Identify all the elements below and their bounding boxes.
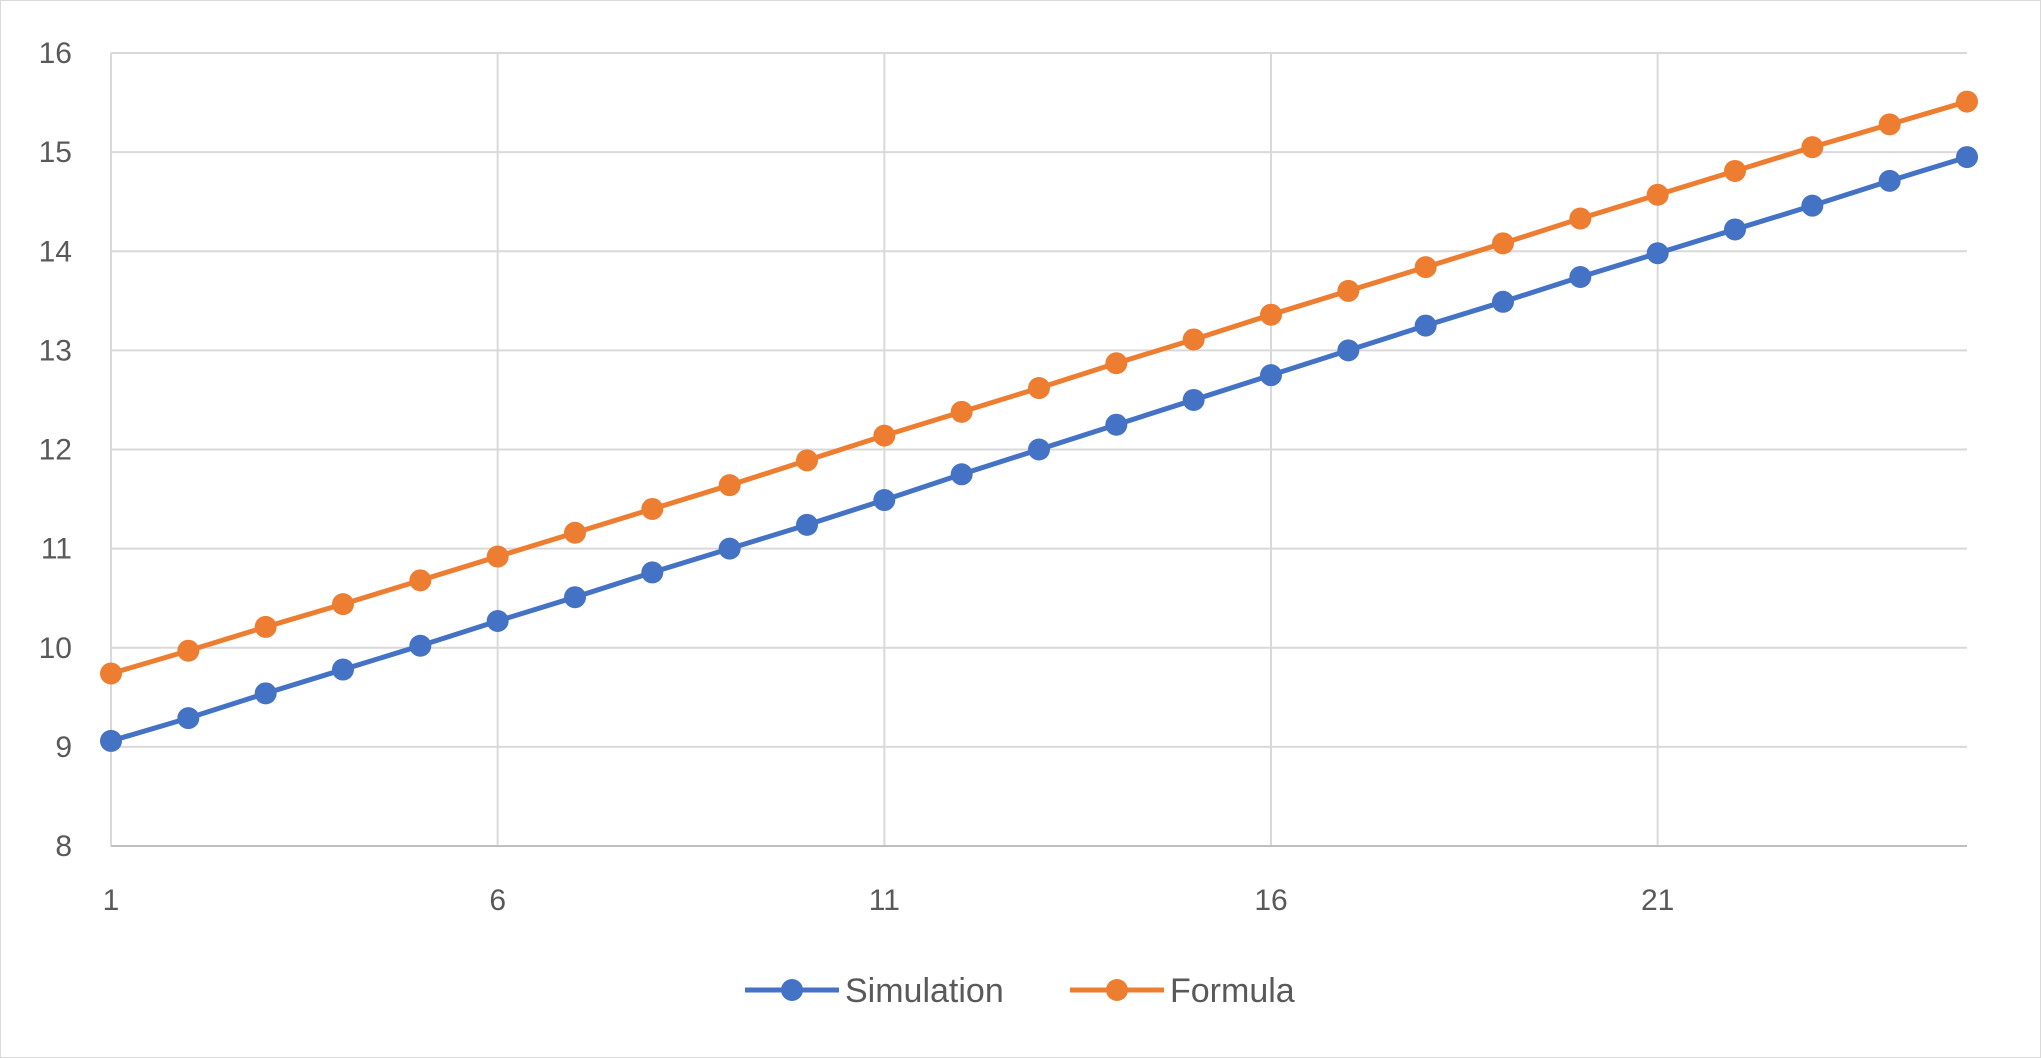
data-point xyxy=(1878,113,1901,136)
data-point xyxy=(486,545,509,568)
y-axis-tick-labels: 8 9 10 11 12 13 14 15 16 xyxy=(39,37,72,863)
x-axis-tick-labels: 1 6 11 16 21 xyxy=(103,884,1675,917)
data-point xyxy=(1028,377,1050,400)
data-point xyxy=(1569,207,1592,230)
data-point xyxy=(1414,314,1437,337)
data-point xyxy=(718,537,741,560)
data-point xyxy=(1956,90,1978,113)
data-point xyxy=(718,474,741,497)
data-point xyxy=(873,489,896,512)
data-point xyxy=(1878,169,1901,192)
data-point xyxy=(1646,242,1669,265)
legend-label: Simulation xyxy=(845,972,1004,1010)
legend: Simulation Formula xyxy=(745,972,1295,1010)
y-tick-label: 8 xyxy=(55,830,72,863)
data-point xyxy=(1260,364,1282,387)
data-point xyxy=(1182,388,1205,411)
y-tick-label: 16 xyxy=(39,37,72,70)
data-point xyxy=(254,615,277,638)
data-point xyxy=(641,497,664,520)
data-point xyxy=(564,586,586,609)
data-point xyxy=(1724,159,1746,182)
data-point xyxy=(1801,136,1824,159)
data-point xyxy=(1028,438,1050,461)
x-tick-label: 11 xyxy=(869,884,900,917)
y-tick-label: 12 xyxy=(39,434,72,467)
data-point xyxy=(332,658,354,681)
data-point xyxy=(1105,352,1128,375)
data-point xyxy=(409,634,432,657)
data-point xyxy=(950,463,973,486)
data-point xyxy=(564,521,586,544)
series-formula xyxy=(100,90,1978,685)
data-point xyxy=(796,513,818,536)
data-point xyxy=(1492,232,1514,255)
y-tick-label: 14 xyxy=(39,235,72,268)
x-tick-label: 1 xyxy=(103,884,120,917)
x-tick-label: 21 xyxy=(1641,884,1674,917)
y-tick-label: 11 xyxy=(41,533,72,566)
y-tick-label: 13 xyxy=(39,334,72,367)
data-point xyxy=(1646,183,1669,206)
data-point xyxy=(1492,290,1514,313)
data-point xyxy=(1337,339,1360,362)
data-point xyxy=(177,639,200,662)
data-point xyxy=(486,609,509,632)
data-point xyxy=(1105,413,1128,436)
legend-marker xyxy=(781,979,803,1001)
data-point xyxy=(177,707,200,730)
legend-item-formula: Formula xyxy=(1070,972,1295,1010)
legend-marker xyxy=(1106,979,1128,1001)
y-tick-label: 15 xyxy=(39,136,72,169)
data-point xyxy=(1724,218,1746,241)
data-point xyxy=(254,682,277,705)
data-point xyxy=(950,400,973,423)
data-point xyxy=(1260,303,1282,326)
legend-item-simulation: Simulation xyxy=(745,972,1004,1010)
data-point xyxy=(100,662,122,685)
data-point xyxy=(100,729,122,752)
data-point xyxy=(1414,256,1437,279)
data-point xyxy=(1801,194,1824,217)
x-tick-label: 16 xyxy=(1254,884,1287,917)
data-point xyxy=(409,569,432,592)
series-group xyxy=(100,90,1978,752)
y-tick-label: 9 xyxy=(55,731,72,764)
data-point xyxy=(641,561,664,584)
data-point xyxy=(1182,328,1205,351)
data-point xyxy=(332,593,354,616)
data-point xyxy=(873,424,896,447)
data-point xyxy=(1956,146,1978,169)
legend-label: Formula xyxy=(1170,972,1295,1010)
series-simulation xyxy=(100,146,1978,752)
data-point xyxy=(796,449,818,472)
x-tick-label: 6 xyxy=(489,884,506,917)
data-point xyxy=(1337,279,1360,302)
data-point xyxy=(1569,266,1592,289)
y-tick-label: 10 xyxy=(39,632,72,665)
